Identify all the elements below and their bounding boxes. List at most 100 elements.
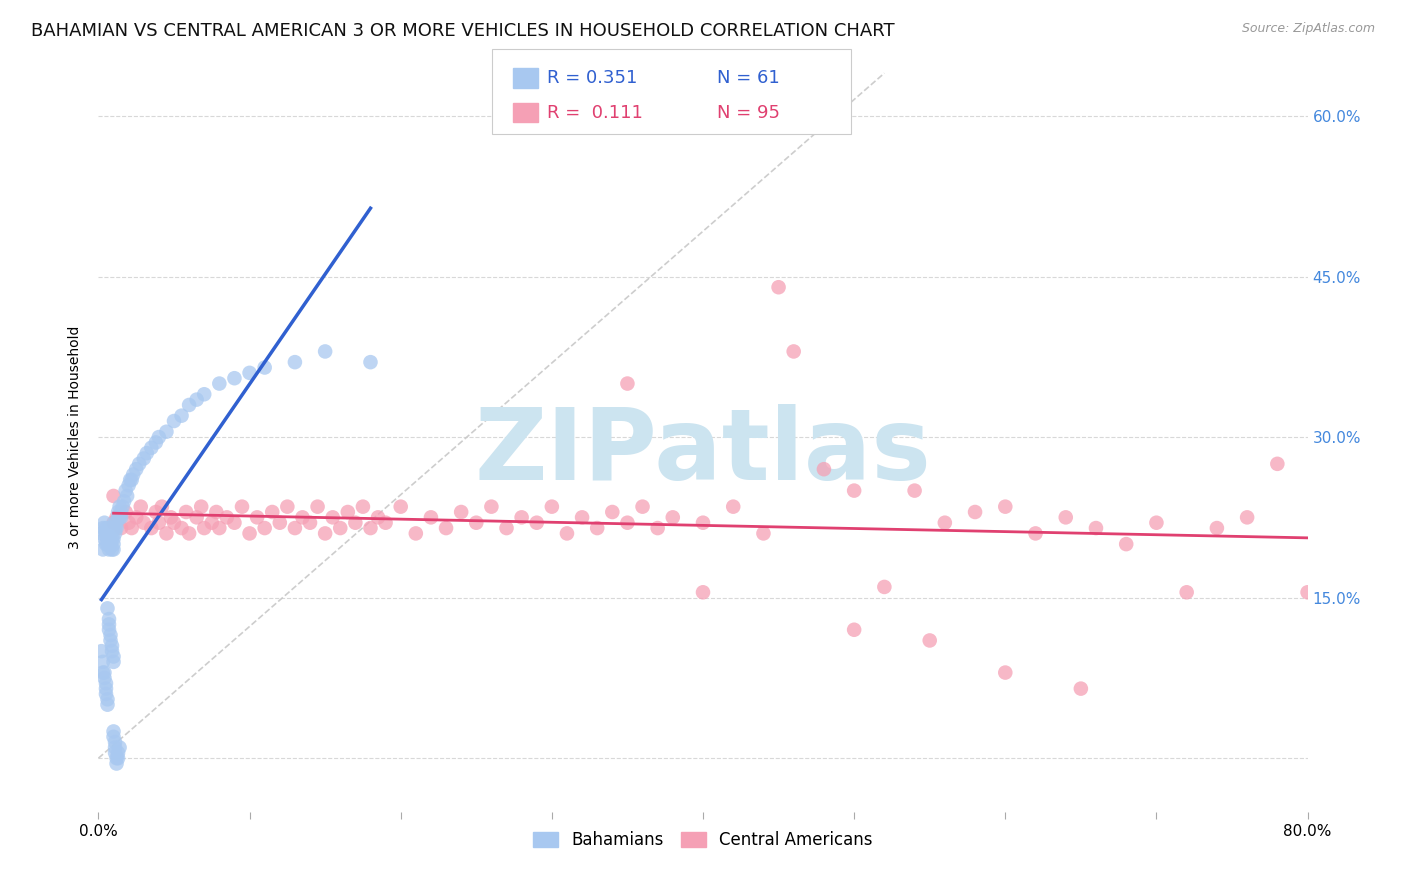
Point — [205, 505, 228, 519]
Point — [110, 521, 132, 535]
Y-axis label: 3 or more Vehicles in Household: 3 or more Vehicles in Household — [69, 326, 83, 549]
Point — [155, 425, 177, 439]
Point — [90, 644, 112, 658]
Point — [239, 366, 262, 380]
Point — [768, 280, 790, 294]
Point — [91, 655, 114, 669]
Point — [100, 537, 122, 551]
Point — [434, 521, 457, 535]
Point — [107, 505, 129, 519]
Point — [186, 392, 208, 407]
Point — [246, 510, 269, 524]
Point — [94, 687, 117, 701]
Point — [105, 516, 128, 530]
Text: BAHAMIAN VS CENTRAL AMERICAN 3 OR MORE VEHICLES IN HOUSEHOLD CORRELATION CHART: BAHAMIAN VS CENTRAL AMERICAN 3 OR MORE V… — [31, 22, 894, 40]
Point — [1296, 585, 1319, 599]
Point — [96, 698, 118, 712]
Point — [934, 516, 956, 530]
Point — [904, 483, 927, 498]
Point — [360, 521, 382, 535]
Point — [104, 516, 127, 530]
Point — [352, 500, 374, 514]
Point — [91, 542, 114, 557]
Point — [540, 500, 562, 514]
Point — [389, 500, 412, 514]
Point — [783, 344, 806, 359]
Text: N = 61: N = 61 — [717, 69, 780, 87]
Point — [129, 500, 152, 514]
Point — [170, 521, 193, 535]
Point — [284, 355, 307, 369]
Point — [103, 532, 125, 546]
Point — [450, 505, 472, 519]
Point — [122, 467, 145, 482]
Point — [155, 526, 177, 541]
Point — [105, 521, 128, 535]
Point — [110, 510, 132, 524]
Point — [105, 510, 128, 524]
Point — [1115, 537, 1137, 551]
Point — [465, 516, 488, 530]
Point — [631, 500, 654, 514]
Point — [495, 521, 517, 535]
Point — [586, 521, 609, 535]
Point — [208, 376, 231, 391]
Point — [208, 521, 231, 535]
Point — [100, 628, 122, 642]
Point — [107, 751, 129, 765]
Text: N = 95: N = 95 — [717, 103, 780, 121]
Point — [103, 724, 125, 739]
Point — [128, 457, 150, 471]
Point — [118, 478, 141, 492]
Point — [616, 376, 638, 391]
Point — [103, 521, 125, 535]
Point — [299, 516, 322, 530]
Point — [1144, 516, 1167, 530]
Point — [91, 665, 114, 680]
Point — [647, 521, 669, 535]
Point — [108, 500, 131, 514]
Point — [284, 521, 307, 535]
Point — [160, 510, 183, 524]
Point — [94, 521, 117, 535]
Point — [571, 510, 593, 524]
Point — [224, 516, 246, 530]
Point — [374, 516, 396, 530]
Point — [118, 516, 141, 530]
Point — [193, 521, 215, 535]
Point — [193, 387, 215, 401]
Point — [103, 649, 125, 664]
Point — [1206, 521, 1229, 535]
Text: ZIPatlas: ZIPatlas — [475, 403, 931, 500]
Point — [1070, 681, 1092, 696]
Point — [100, 526, 122, 541]
Point — [91, 521, 114, 535]
Point — [420, 510, 443, 524]
Point — [93, 665, 115, 680]
Point — [1175, 585, 1198, 599]
Point — [405, 526, 427, 541]
Point — [112, 494, 135, 508]
Point — [215, 510, 238, 524]
Point — [110, 505, 132, 519]
Point — [752, 526, 775, 541]
Point — [96, 532, 118, 546]
Point — [336, 505, 359, 519]
Point — [125, 510, 148, 524]
Point — [101, 532, 124, 546]
Point — [253, 360, 276, 375]
Point — [616, 516, 638, 530]
Point — [96, 601, 118, 615]
Point — [661, 510, 683, 524]
Text: Source: ZipAtlas.com: Source: ZipAtlas.com — [1241, 22, 1375, 36]
Point — [120, 473, 142, 487]
Point — [555, 526, 578, 541]
Point — [329, 521, 352, 535]
Point — [111, 500, 134, 514]
Point — [344, 516, 367, 530]
Point — [101, 542, 124, 557]
Point — [526, 516, 548, 530]
Point — [114, 505, 136, 519]
Point — [104, 746, 127, 760]
Point — [94, 537, 117, 551]
